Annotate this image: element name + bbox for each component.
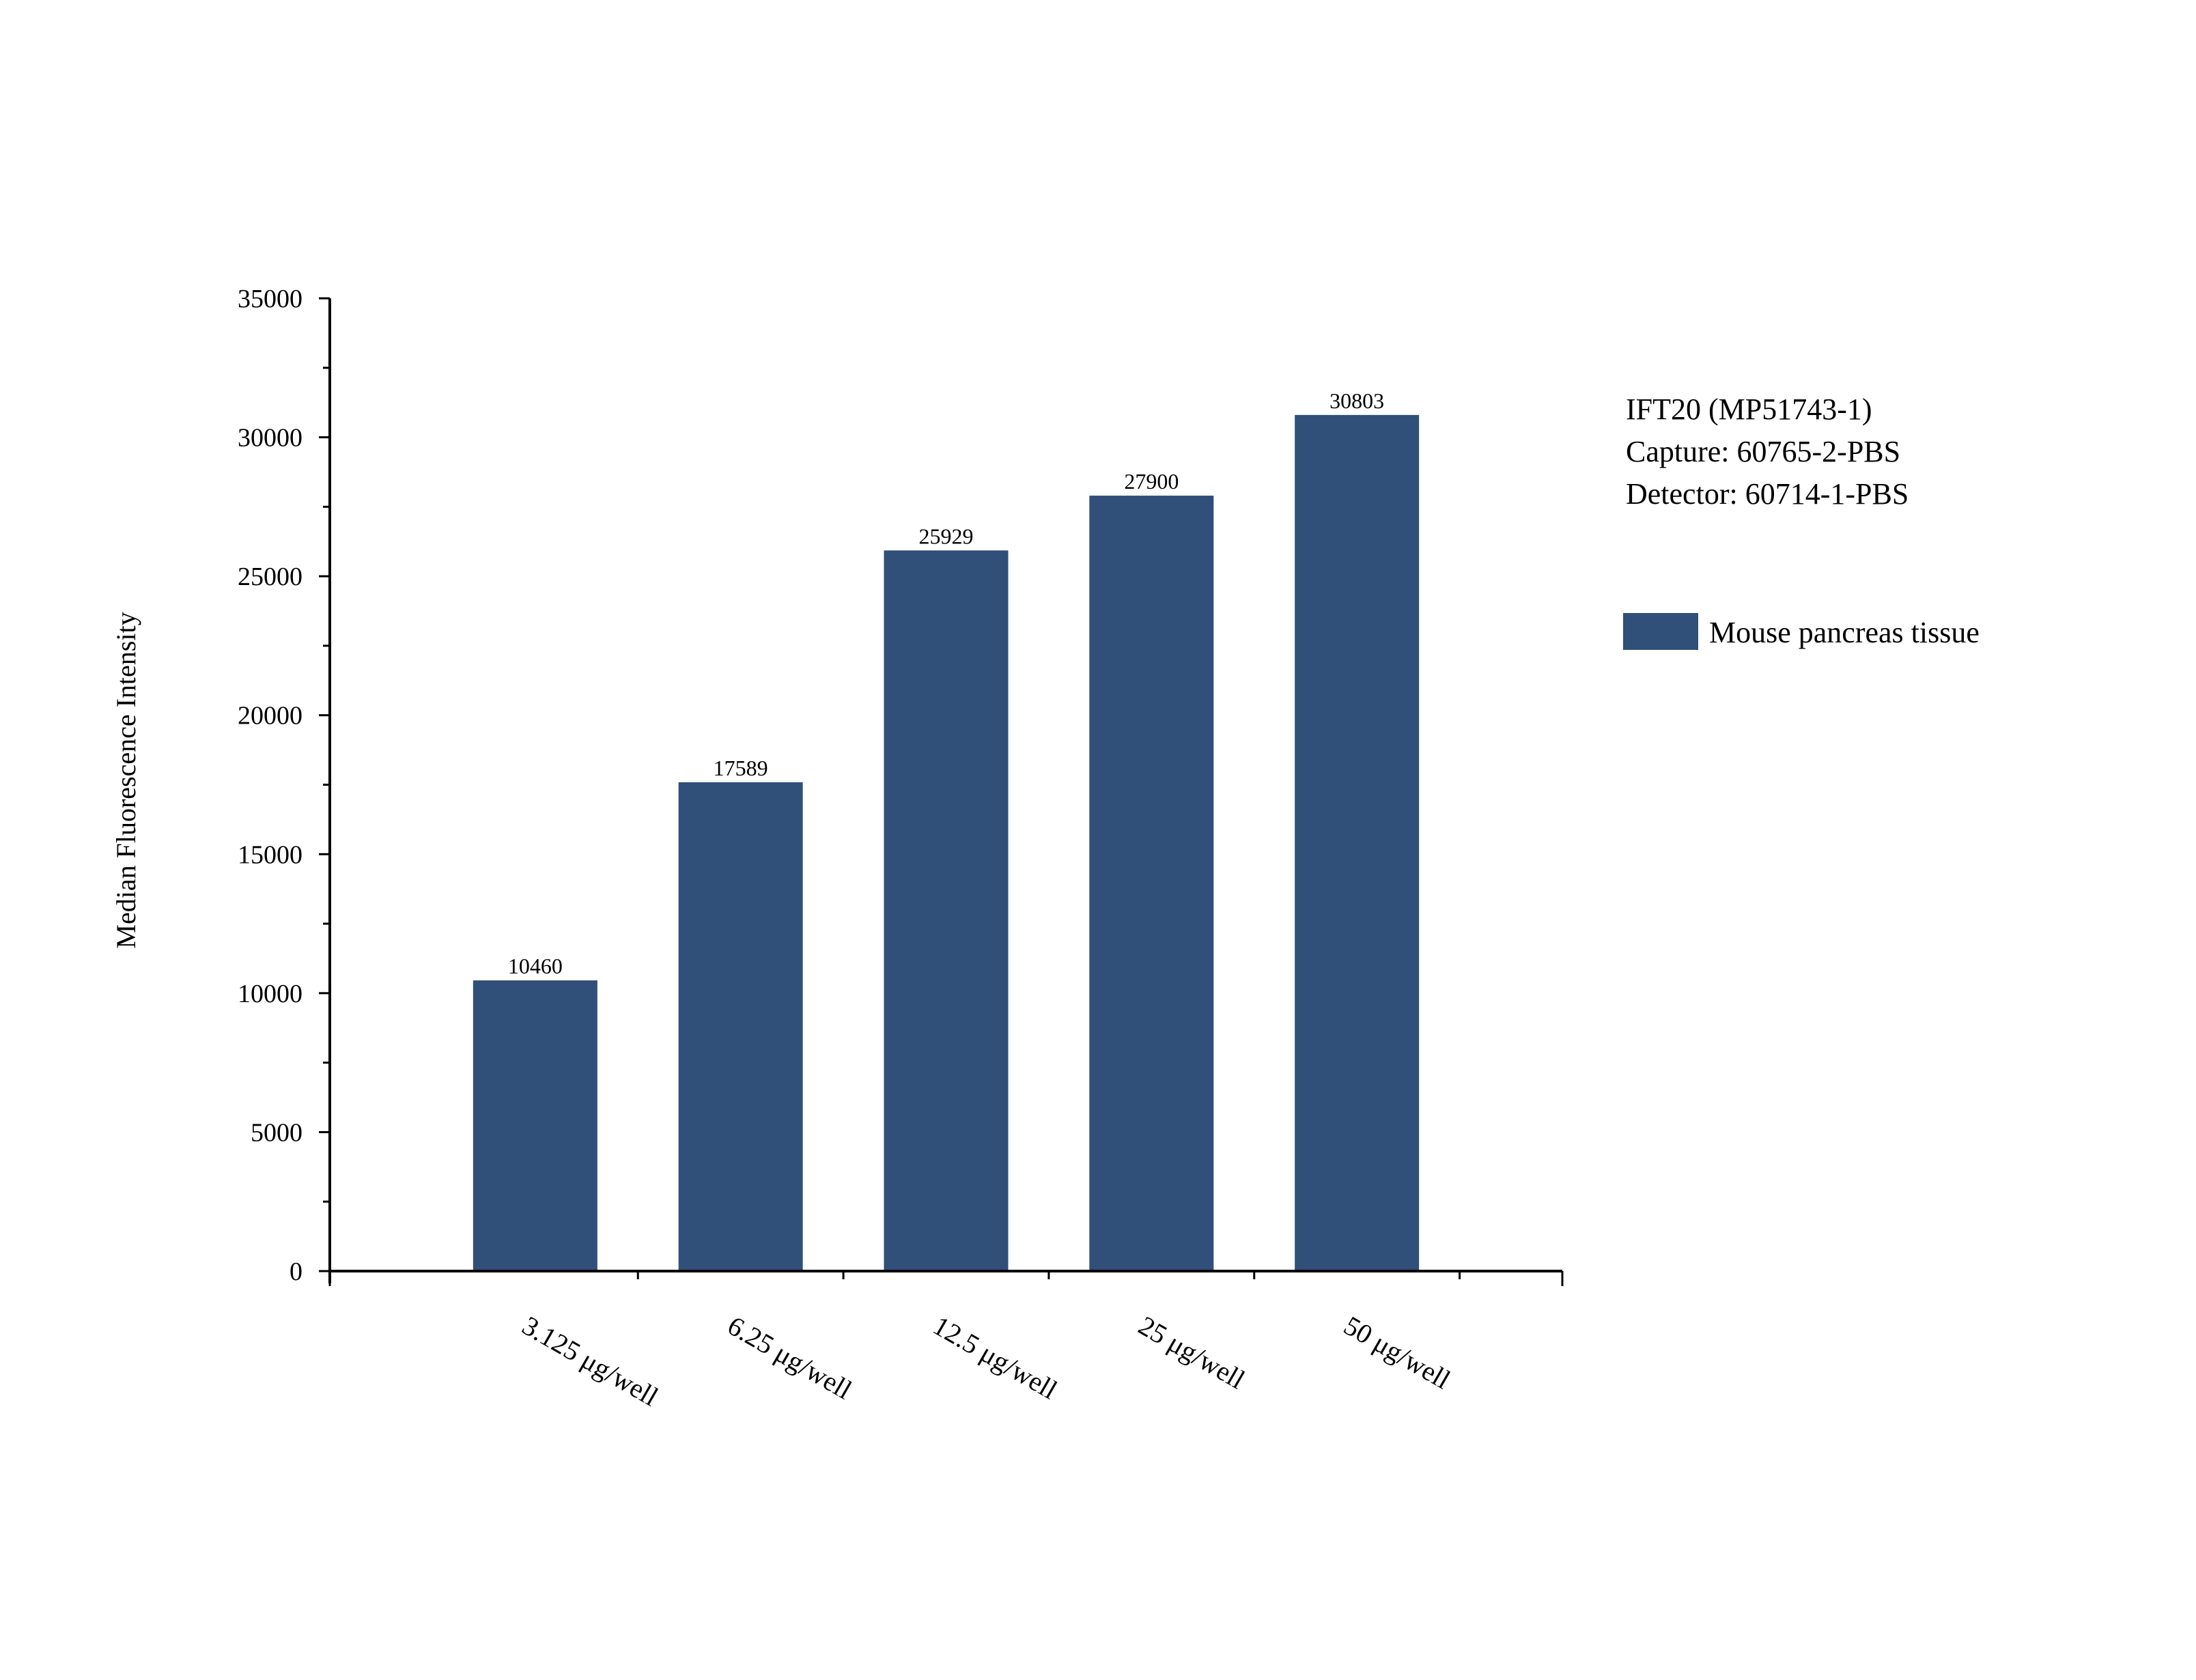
y-tick-label: 0 (290, 1257, 302, 1286)
y-tick-label: 20000 (238, 702, 302, 730)
bar-value-label: 17589 (714, 756, 768, 780)
bar (473, 980, 597, 1271)
y-tick-label: 5000 (251, 1118, 302, 1147)
y-tick-label: 15000 (238, 840, 302, 869)
y-tick-label: 10000 (238, 980, 302, 1008)
y-axis-title: Median Fluorescence Intensity (111, 612, 141, 948)
annotation-line-detector: Detector: 60714-1-PBS (1626, 477, 1909, 511)
bar-value-label: 30803 (1329, 388, 1384, 413)
bar-value-label: 25929 (919, 524, 974, 548)
annotation-line-capture: Capture: 60765-2-PBS (1626, 435, 1900, 468)
bar (884, 550, 1009, 1271)
legend-label: Mouse pancreas tissue (1709, 616, 1980, 649)
bar (1089, 496, 1214, 1271)
annotation-block: IFT20 (MP51743-1) Capture: 60765-2-PBS D… (1626, 393, 1909, 511)
bar (678, 782, 803, 1271)
axes-group (328, 298, 1562, 1283)
bars-group (473, 414, 1420, 1271)
legend-swatch (1623, 613, 1698, 650)
legend: Mouse pancreas tissue (1623, 613, 1980, 650)
y-tick-label: 35000 (238, 285, 302, 313)
bar-labels-group: 10460 17589 25929 27900 30803 (508, 388, 1384, 978)
bar-value-label: 27900 (1124, 469, 1179, 494)
bar (1295, 414, 1420, 1271)
annotation-line-target: IFT20 (MP51743-1) (1626, 393, 1872, 426)
y-ticks-group: 0 5000 10000 15000 20000 25000 30000 35000 (238, 285, 330, 1286)
y-tick-label: 25000 (238, 563, 302, 591)
bar-value-label: 10460 (508, 954, 563, 978)
y-tick-label: 30000 (238, 424, 302, 453)
